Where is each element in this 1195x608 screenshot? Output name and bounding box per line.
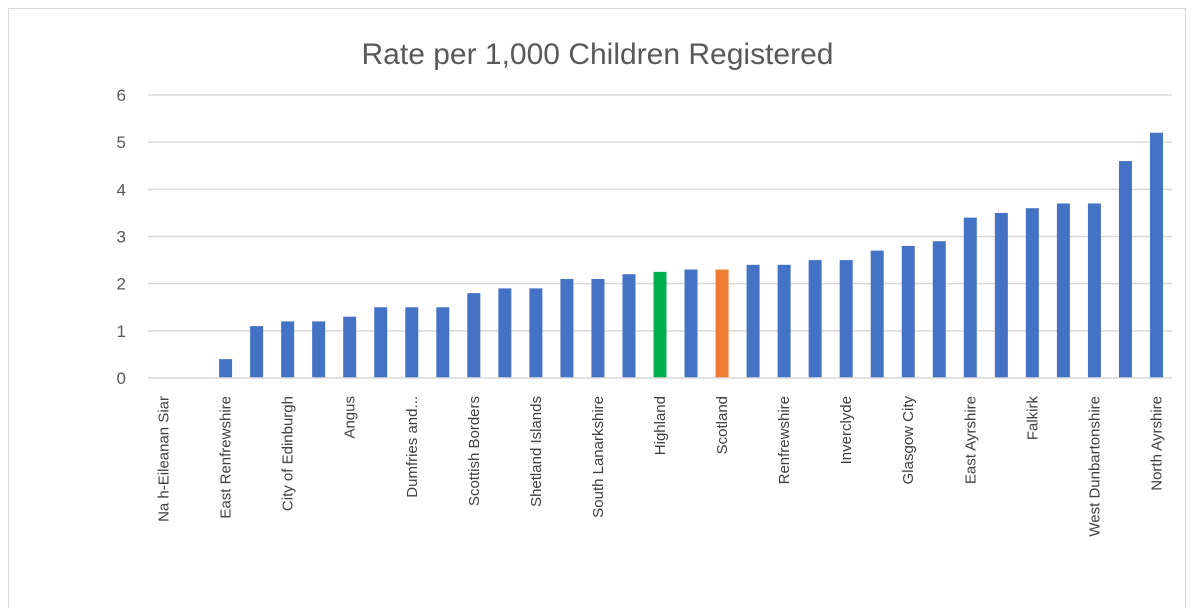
x-tick-label: Renfrewshire <box>776 396 793 484</box>
bar-12 <box>529 288 543 378</box>
x-axis-ticks: Na h-Eileanan Siar East Renfrewshire City … <box>156 396 1166 537</box>
bar-21 <box>808 260 822 378</box>
y-tick-label: 6 <box>117 86 126 105</box>
bar-4 <box>281 321 295 378</box>
bar-13 <box>560 278 574 378</box>
bar-14 <box>591 278 605 378</box>
bar-5 <box>312 321 326 378</box>
y-axis-ticks: 0 1 2 3 4 5 6 <box>117 86 126 388</box>
bar-2 <box>219 359 233 378</box>
bar-18 <box>715 269 729 378</box>
y-tick-label: 4 <box>117 180 126 199</box>
x-tick-label: Scotland <box>714 396 731 454</box>
y-tick-label: 0 <box>117 369 126 388</box>
bar-15 <box>622 274 636 378</box>
bar-3 <box>250 326 264 378</box>
y-tick-label: 5 <box>117 133 126 152</box>
bar-27 <box>994 212 1008 378</box>
bar-24 <box>901 245 915 378</box>
bar-17 <box>684 269 698 378</box>
chart-title: Rate per 1,000 Children Registered <box>361 38 834 71</box>
bar-11 <box>498 288 512 378</box>
bar-20 <box>777 264 791 378</box>
x-tick-label: City of Edinburgh <box>280 396 297 511</box>
x-tick-label: Angus <box>342 396 359 439</box>
bar-30 <box>1087 203 1101 378</box>
x-tick-label: West Dunbartonshire <box>1086 396 1103 537</box>
bar-8 <box>405 307 419 378</box>
x-tick-label: Inverclyde <box>838 396 855 464</box>
y-tick-label: 3 <box>117 228 126 247</box>
bars <box>219 132 1163 378</box>
bar-7 <box>374 307 388 378</box>
x-tick-label: East Ayrshire <box>962 396 979 484</box>
x-tick-label: South Lanarkshire <box>590 396 607 518</box>
bar-26 <box>963 217 977 378</box>
bar-23 <box>870 250 884 378</box>
x-tick-label: Highland <box>652 396 669 455</box>
x-tick-label: Scottish Borders <box>466 396 483 506</box>
bar-16 <box>653 271 667 378</box>
y-tick-label: 1 <box>117 322 126 341</box>
bar-19 <box>746 264 760 378</box>
bar-9 <box>436 307 450 378</box>
bar-31 <box>1118 161 1132 378</box>
bar-6 <box>343 316 357 378</box>
bar-29 <box>1056 203 1070 378</box>
chart-frame <box>8 8 1186 608</box>
bar-22 <box>839 260 853 378</box>
x-tick-label: Dumfries and... <box>404 396 421 498</box>
x-tick-label: Na h-Eileanan Siar <box>156 396 173 522</box>
bar-10 <box>467 293 481 378</box>
x-tick-label: Falkirk <box>1024 396 1041 441</box>
bar-25 <box>932 241 946 378</box>
x-tick-label: Glasgow City <box>900 396 917 485</box>
x-tick-label: East Renfrewshire <box>218 396 235 519</box>
bar-32 <box>1149 132 1163 378</box>
x-tick-label: North Ayrshire <box>1148 396 1165 491</box>
bar-28 <box>1025 208 1039 378</box>
x-tick-label: Shetland Islands <box>528 396 545 507</box>
y-tick-label: 2 <box>117 275 126 294</box>
